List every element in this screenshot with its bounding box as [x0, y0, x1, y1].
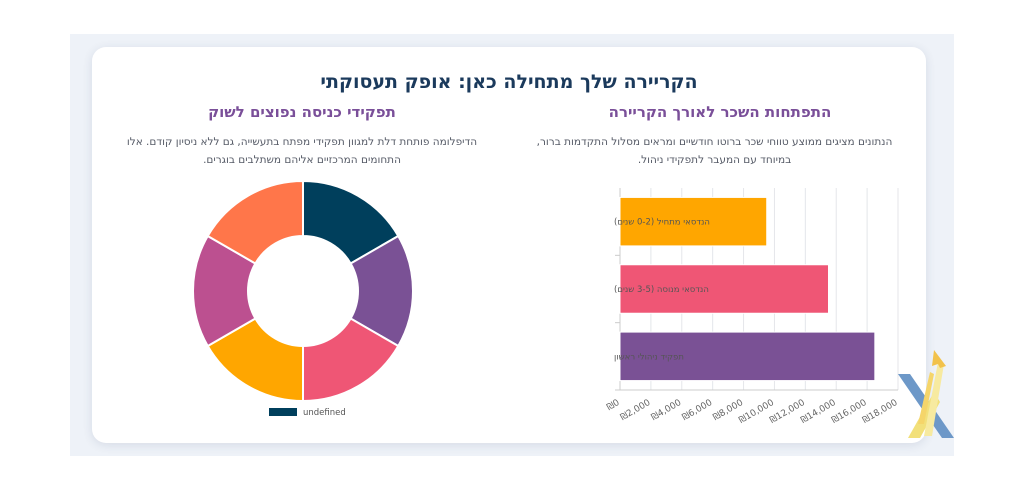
- bar: [619, 331, 876, 382]
- x-tick-label: ₪6,000: [681, 398, 715, 423]
- y-tick-label: תפקיד ניהולי ראשון: [614, 352, 684, 362]
- salary-section-title: התפתחות השכר לאורך הקריירה: [608, 103, 832, 121]
- y-tick-label: הנדסאי מנוסה (3-5 שנים): [614, 285, 709, 295]
- x-tick-label: ₪0: [605, 398, 621, 413]
- bar: [619, 196, 768, 247]
- roles-section-title: תפקידי כניסה נפוצים לשוק: [208, 103, 396, 121]
- brand-logo: [898, 350, 954, 438]
- salary-bar-chart: ₪0₪2,000₪4,000₪6,000₪8,000₪10,000₪12,000…: [605, 188, 900, 426]
- legend-swatch: [269, 408, 297, 416]
- x-tick-label: ₪2,000: [619, 398, 653, 423]
- roles-donut-chart: undefined: [192, 179, 414, 418]
- page-title: הקריירה שלך מתחילה כאן: אופק תעסוקתי: [320, 71, 698, 93]
- legend-label: undefined: [303, 408, 346, 418]
- salary-section-description: הנתונים מציגים ממוצע טווחי שכר ברוטו חוד…: [536, 136, 893, 166]
- bar: [619, 264, 829, 314]
- y-tick-label: הנדסאי מתחיל (0-2 שנים): [614, 218, 710, 228]
- roles-section-description: הדיפלומה פותחת דלת למגוון תפקידי מפתח בת…: [126, 136, 478, 166]
- donut-slice: [206, 179, 304, 265]
- x-tick-label: ₪4,000: [650, 398, 684, 423]
